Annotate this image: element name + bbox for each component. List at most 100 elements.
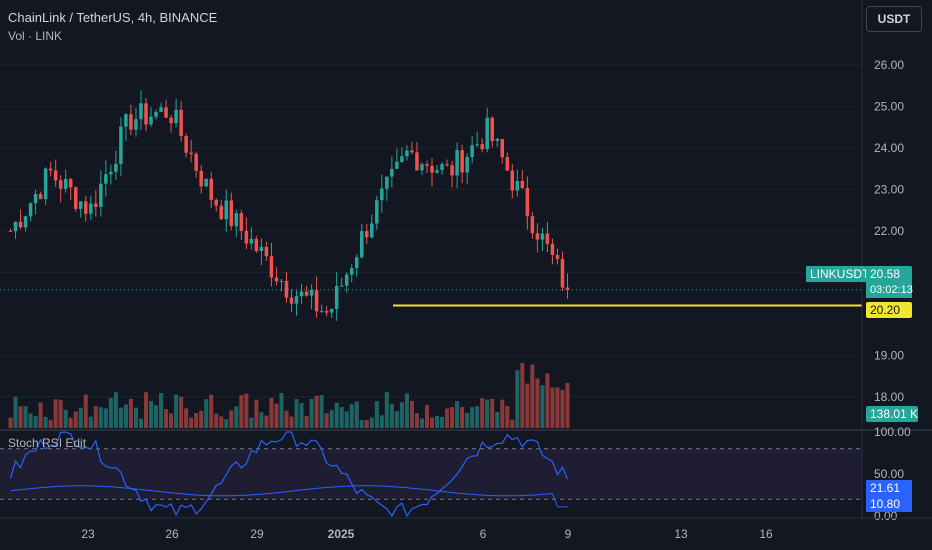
candle-body	[219, 205, 224, 220]
candle-body	[89, 203, 93, 214]
volume-bar	[254, 399, 259, 428]
volume-bar	[224, 419, 229, 428]
candle-body	[390, 168, 394, 177]
candle-body	[460, 150, 464, 173]
volume-bar	[384, 392, 389, 428]
hline-price-tag: 20.20	[866, 302, 912, 318]
candle-body	[99, 183, 103, 207]
volume-bar	[409, 400, 414, 428]
price-tick-label: 19.00	[874, 348, 904, 362]
volume-bar	[98, 407, 103, 428]
volume-bar	[435, 415, 440, 428]
candle-body	[314, 289, 319, 312]
candle-body	[239, 213, 244, 231]
candle-body	[560, 258, 565, 288]
rsi-tick-label: 50.00	[874, 467, 904, 481]
volume-bar	[118, 407, 123, 428]
candlesticks	[8, 90, 570, 321]
volume-bar	[304, 416, 309, 428]
candle-body	[139, 103, 143, 120]
volume-bar	[334, 402, 339, 428]
candle-body	[174, 109, 178, 124]
volume-bar	[349, 404, 354, 428]
candle-body	[360, 231, 364, 258]
volume-bar	[460, 406, 465, 428]
volume-bar	[204, 399, 209, 428]
candle-body	[375, 200, 379, 224]
candle-body	[500, 138, 505, 158]
candle-body	[565, 287, 570, 290]
candle-body	[545, 233, 550, 244]
volume-bar	[465, 412, 470, 428]
volume-bar	[78, 407, 83, 428]
candle-body	[354, 257, 359, 269]
price-tick-label: 22.00	[874, 224, 904, 238]
candle-body	[510, 170, 515, 191]
volume-bar	[274, 403, 279, 428]
candle-body	[249, 238, 254, 244]
volume-bar	[545, 373, 550, 428]
candle-body	[134, 119, 138, 130]
candle-body	[550, 243, 555, 255]
candle-body	[23, 216, 28, 228]
volume-bar	[555, 387, 560, 428]
candle-body	[38, 194, 43, 200]
volume-bar	[169, 413, 174, 428]
candle-body	[279, 280, 284, 282]
volume-bar	[128, 398, 133, 428]
volume-bar	[450, 407, 455, 428]
volume-bar	[269, 397, 274, 428]
volume-bar	[214, 413, 219, 428]
candle-body	[204, 178, 208, 187]
candle-body	[28, 203, 33, 217]
volume-bar	[103, 408, 108, 428]
volume-bar	[530, 364, 535, 428]
stoch-rsi-legend: Stoch RSI Edit	[8, 436, 87, 450]
volume-bar	[369, 417, 374, 428]
volume-bar	[249, 417, 254, 428]
volume-bar	[359, 419, 364, 428]
volume-bar	[289, 416, 294, 428]
volume-bar	[490, 398, 495, 428]
candle-body	[480, 144, 484, 150]
volume-bar	[28, 413, 33, 428]
volume-bar	[63, 409, 68, 428]
volume-bar	[520, 362, 525, 428]
volume-bar	[199, 410, 204, 428]
candle-body	[535, 233, 540, 240]
volume-bar	[565, 383, 570, 428]
volume-bar	[184, 408, 189, 428]
currency-button[interactable]: USDT	[866, 6, 922, 32]
volume-bar	[18, 406, 23, 428]
symbol-tag: LINKUSDT	[806, 266, 869, 282]
candle-body	[465, 157, 469, 173]
volume-bar	[143, 392, 148, 428]
volume-bar	[48, 419, 53, 428]
volume-bar	[480, 398, 485, 428]
candle-body	[244, 230, 249, 244]
volume-bar	[179, 396, 184, 428]
volume-bar	[324, 413, 329, 428]
time-tick-label: 13	[674, 527, 688, 541]
candle-body	[540, 233, 545, 240]
candle-body	[189, 152, 193, 155]
volume-bar	[219, 416, 224, 428]
candle-body	[309, 289, 314, 296]
candle-body	[63, 179, 68, 189]
volume-bar	[93, 406, 98, 428]
time-tick-label: 9	[565, 527, 572, 541]
candle-body	[274, 277, 279, 282]
candle-body	[73, 187, 78, 209]
symbol-title: ChainLink / TetherUS, 4h, BINANCE	[8, 10, 218, 25]
volume-bar	[244, 393, 249, 428]
volume-bar	[374, 401, 379, 428]
candle-body	[370, 223, 374, 238]
volume-bar	[535, 378, 540, 428]
volume-bar	[113, 392, 118, 428]
stoch-d-tag: 10.80	[866, 496, 912, 512]
candle-body	[410, 150, 414, 153]
candle-body	[43, 168, 48, 200]
volume-bar	[154, 405, 159, 428]
volume-bar	[88, 416, 93, 428]
